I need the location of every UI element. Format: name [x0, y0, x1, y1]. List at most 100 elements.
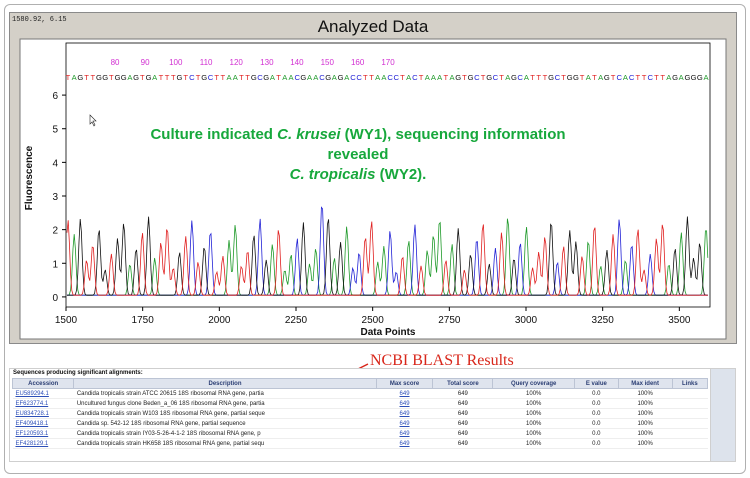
base-position-label: 130 — [260, 58, 274, 67]
total-score: 649 — [432, 388, 493, 399]
base-letter: G — [697, 73, 703, 82]
base-letter: C — [555, 73, 561, 82]
query-coverage: 100% — [492, 418, 575, 429]
base-letter: A — [127, 73, 133, 82]
e-value: 0.0 — [574, 438, 619, 449]
max-score-link[interactable]: 649 — [376, 438, 433, 449]
x-tick-label: 2000 — [208, 315, 231, 326]
base-letter: G — [691, 73, 697, 82]
e-value: 0.0 — [574, 428, 619, 439]
accession-link[interactable]: EF120593.1 — [12, 428, 74, 439]
base-letter: T — [400, 73, 405, 82]
base-letter: C — [257, 73, 263, 82]
base-letter: C — [412, 73, 418, 82]
base-letter: A — [437, 73, 443, 82]
base-letter: A — [72, 73, 78, 82]
base-letter: A — [344, 73, 350, 82]
base-letter: T — [140, 73, 145, 82]
annotation-text: (WY1), sequencing information revealed — [327, 126, 566, 163]
accession-link[interactable]: EF409418.1 — [12, 418, 74, 429]
base-letter: T — [592, 73, 597, 82]
accession-link[interactable]: EU589294.1 — [12, 388, 74, 399]
base-letter: G — [325, 73, 331, 82]
max-score-link[interactable]: 649 — [376, 408, 433, 419]
chromatogram-chart: 0 1 2 3 4 5 6 1500 1750 2000 2250 2500 2750 3000 3250 3… — [19, 38, 727, 340]
base-letter: G — [115, 73, 121, 82]
base-position-label: 140 — [290, 58, 304, 67]
y-axis-label: Fluorescence — [24, 145, 35, 210]
base-letter: T — [636, 73, 641, 82]
base-letter: G — [486, 73, 492, 82]
x-tick-label: 2750 — [438, 315, 461, 326]
max-ident: 100% — [618, 438, 673, 449]
base-letter: C — [294, 73, 300, 82]
base-position-label: 150 — [321, 58, 335, 67]
base-letter: T — [159, 73, 164, 82]
base-letter: G — [201, 73, 207, 82]
base-letter: C — [474, 73, 480, 82]
y-tick-label: 3 — [52, 192, 58, 203]
max-score-link[interactable]: 649 — [376, 398, 433, 409]
base-position-label: 120 — [230, 58, 244, 67]
base-letter: C — [517, 73, 523, 82]
description: Candida sp. 542-12 18S ribosomal RNA gen… — [73, 418, 377, 429]
column-header-query-coverage[interactable]: Query coverage — [492, 378, 575, 389]
accession-link[interactable]: EU834728.1 — [12, 408, 74, 419]
blast-scrollbar[interactable] — [710, 368, 736, 462]
base-letter: T — [196, 73, 201, 82]
total-score: 649 — [432, 408, 493, 419]
base-letter: A — [666, 73, 672, 82]
accession-link[interactable]: EF623774.1 — [12, 398, 74, 409]
base-letter: T — [363, 73, 368, 82]
base-letter: T — [165, 73, 170, 82]
query-coverage: 100% — [492, 398, 575, 409]
base-letter: T — [171, 73, 176, 82]
annotation-text: Culture indicated — [150, 126, 278, 143]
base-letter: C — [387, 73, 393, 82]
base-letter: G — [146, 73, 152, 82]
base-letter: A — [307, 73, 313, 82]
accession-link[interactable]: EF428129.1 — [12, 438, 74, 449]
base-letter: A — [524, 73, 530, 82]
column-header-max-score[interactable]: Max score — [375, 378, 434, 389]
base-letter: T — [84, 73, 89, 82]
x-tick-label: 3500 — [668, 315, 691, 326]
e-value: 0.0 — [574, 398, 619, 409]
base-letter: C — [208, 73, 214, 82]
base-letter: A — [375, 73, 381, 82]
x-tick-label: 1500 — [55, 315, 78, 326]
base-letter: A — [431, 73, 437, 82]
cursor-icon — [89, 114, 97, 127]
x-tick-label: 3000 — [515, 315, 538, 326]
base-letter: G — [102, 73, 108, 82]
column-header-max-ident[interactable]: Max ident — [617, 378, 673, 389]
max-score-link[interactable]: 649 — [376, 428, 433, 439]
max-score-link[interactable]: 649 — [376, 418, 433, 429]
base-letter: C — [394, 73, 400, 82]
base-letter: T — [499, 73, 504, 82]
max-ident: 100% — [618, 388, 673, 399]
base-letter: G — [684, 73, 690, 82]
base-letter: G — [77, 73, 83, 82]
base-letter: C — [629, 73, 635, 82]
base-letter: G — [251, 73, 257, 82]
base-position-label: 100 — [169, 58, 183, 67]
chromatogram-window: 0 1 2 3 4 5 6 1500 1750 2000 2250 2500 2750 3000 3250 3… — [9, 12, 737, 344]
base-letter: A — [282, 73, 288, 82]
base-letter: A — [449, 73, 455, 82]
table-row: EF409418.1 Candida sp. 542-12 18S ribosom… — [12, 418, 708, 429]
base-letter: G — [338, 73, 344, 82]
base-letter: A — [679, 73, 685, 82]
base-letter: A — [332, 73, 338, 82]
table-row: EF120593.1 Candida tropicalis strain IY03… — [12, 428, 708, 439]
column-header-total-score[interactable]: Total score — [432, 378, 494, 389]
base-letter: G — [133, 73, 139, 82]
base-letter: A — [703, 73, 709, 82]
table-body: EU589294.1 Candida tropicalis strain ATCC… — [12, 388, 708, 449]
max-score-link[interactable]: 649 — [376, 388, 433, 399]
base-letter: T — [530, 73, 535, 82]
x-tick-label: 2250 — [285, 315, 308, 326]
max-ident: 100% — [618, 398, 673, 409]
table-row: EU589294.1 Candida tropicalis strain ATCC… — [12, 388, 708, 399]
column-header-e-value[interactable]: E value — [574, 378, 619, 389]
